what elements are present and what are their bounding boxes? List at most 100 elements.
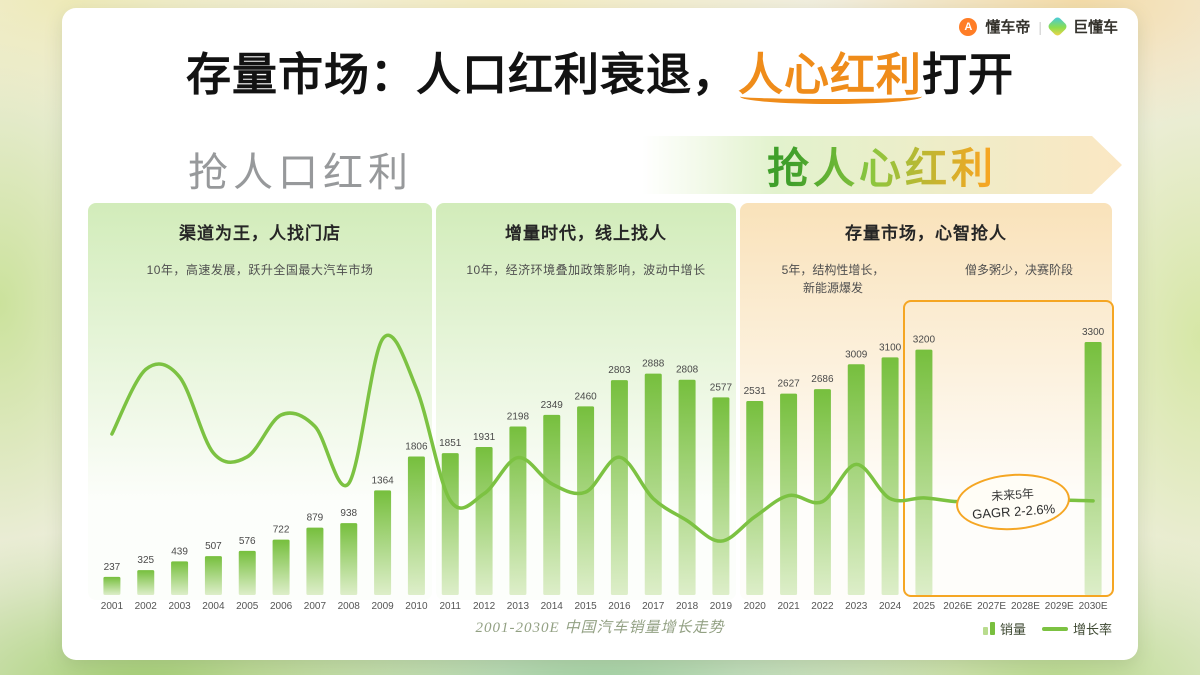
- cagr-annotation-line1: 未来5年: [990, 486, 1035, 503]
- future-years-highlight-box: [903, 300, 1114, 597]
- sales-value-label: 3300: [1082, 327, 1105, 338]
- sales-bar: [340, 523, 358, 595]
- sales-value-label: 2803: [608, 365, 631, 376]
- page-title: 存量市场：人口红利衰退，人心红利打开: [0, 38, 1200, 103]
- year-tick-label: 2022: [811, 601, 834, 612]
- year-tick-label: 2026E: [943, 601, 972, 612]
- era-panel-subtitle: 10年，高速发展，跃升全国最大汽车市场: [146, 263, 374, 277]
- banner-population-dividend: 抢人口红利: [188, 150, 413, 195]
- year-tick-label: 2003: [168, 601, 191, 612]
- brand-logos: A 懂车帝 | 巨懂车: [959, 15, 1118, 38]
- title-prefix: 存量市场：人口红利衰退，: [185, 50, 738, 100]
- sales-bar: [103, 576, 121, 595]
- sales-growth-chart: 237 2001 325 2002 439 2003 507 2004 576 2005 722 20…: [101, 327, 1108, 612]
- year-tick-label: 2010: [405, 601, 428, 612]
- year-tick-label: 2024: [879, 601, 902, 612]
- sales-bar: [847, 364, 865, 595]
- year-tick-label: 2030E: [1079, 601, 1108, 612]
- brand-name-1: 懂车帝: [985, 19, 1031, 36]
- sales-bar: [238, 550, 256, 595]
- sales-bar: [204, 556, 222, 595]
- sales-bar: [509, 426, 527, 595]
- line-series-icon: [1041, 626, 1068, 631]
- sales-value-label: 2531: [744, 386, 767, 397]
- year-tick-label: 2001: [101, 601, 124, 612]
- sales-value-label: 3009: [845, 349, 868, 360]
- sales-value-label: 507: [205, 541, 222, 552]
- sales-bar: [746, 400, 764, 595]
- sales-bar: [475, 446, 493, 595]
- sales-bar: [813, 389, 831, 595]
- sales-value-label: 2627: [777, 379, 800, 390]
- year-tick-label: 2013: [507, 601, 530, 612]
- banner-arrow-shape: 抢人心红利: [642, 136, 1122, 194]
- sales-value-label: 3200: [913, 335, 936, 346]
- sales-value-label: 2888: [642, 359, 665, 370]
- sales-bar: [678, 379, 696, 595]
- year-tick-label: 2020: [744, 601, 767, 612]
- sales-value-label: 2686: [811, 374, 834, 385]
- sales-value-label: 1931: [473, 432, 496, 443]
- sales-bar: [171, 561, 189, 595]
- era-panel-title: 存量市场，心智抢人: [845, 224, 1007, 243]
- sales-bar: [543, 414, 561, 595]
- sales-bar: [712, 397, 730, 595]
- legend-sales: 销量: [982, 619, 1026, 638]
- sales-value-label: 576: [239, 536, 256, 547]
- banner-mind-dividend: 抢人心红利: [767, 135, 997, 196]
- year-tick-label: 2023: [845, 601, 868, 612]
- sales-value-label: 439: [171, 546, 188, 557]
- sales-value-label: 237: [104, 562, 121, 573]
- sales-bar: [272, 539, 290, 595]
- legend-growth-rate: 增长率: [1041, 619, 1112, 638]
- year-tick-label: 2002: [135, 601, 158, 612]
- sales-value-label: 2577: [710, 382, 733, 393]
- sales-bar: [407, 456, 425, 595]
- era-panel-title: 增量时代，线上找人: [505, 224, 667, 243]
- sales-bar: [441, 453, 459, 595]
- sales-value-label: 2460: [574, 391, 597, 402]
- sales-value-label: 2808: [676, 365, 699, 376]
- title-suffix: 打开: [922, 50, 1015, 100]
- year-tick-label: 2009: [371, 601, 394, 612]
- sales-bar: [610, 380, 628, 595]
- judongche-icon: [1046, 15, 1069, 38]
- sales-bar: [644, 373, 662, 595]
- year-tick-label: 2018: [676, 601, 699, 612]
- sales-bar: [1084, 342, 1102, 595]
- year-tick-label: 2021: [777, 601, 800, 612]
- year-tick-label: 2007: [304, 601, 327, 612]
- brand-name-2: 巨懂车: [1072, 19, 1118, 36]
- sales-bar: [881, 357, 899, 595]
- year-tick-label: 2029E: [1045, 601, 1074, 612]
- sales-value-label: 2349: [541, 400, 564, 411]
- year-tick-label: 2008: [338, 601, 361, 612]
- sales-value-label: 325: [137, 555, 154, 566]
- sales-value-label: 1364: [371, 475, 394, 486]
- chart-legend: 销量 增长率: [982, 619, 1112, 638]
- sales-bar: [915, 349, 933, 595]
- legend-growth-label: 增长率: [1072, 622, 1112, 637]
- sales-value-label: 3100: [879, 342, 902, 353]
- era-panel-title: 渠道为王，人找门店: [179, 224, 341, 243]
- year-tick-label: 2011: [439, 601, 461, 612]
- sales-value-label: 722: [273, 525, 290, 536]
- cagr-annotation-line2: GAGR 2-2.6%: [971, 500, 1056, 522]
- growth-rate-line: [110, 333, 1095, 543]
- title-highlight: 人心红利: [737, 50, 922, 100]
- year-tick-label: 2019: [710, 601, 733, 612]
- dongchedi-icon: A: [959, 17, 978, 36]
- era-panel-subtitle-right: 僧多粥少，决赛阶段: [964, 263, 1073, 277]
- legend-sales-label: 销量: [999, 622, 1026, 637]
- sales-value-label: 879: [307, 513, 324, 524]
- sales-bar: [137, 570, 155, 595]
- year-tick-label: 2014: [541, 601, 564, 612]
- year-tick-label: 2017: [642, 601, 665, 612]
- sales-bar: [306, 527, 324, 595]
- sales-value-label: 938: [340, 508, 357, 519]
- era-panel-subtitle-left: 5年，结构性增长， 新能源爆发: [781, 263, 885, 295]
- logo-divider: |: [1038, 18, 1042, 35]
- sales-bar: [374, 490, 392, 595]
- year-tick-label: 2025: [913, 601, 936, 612]
